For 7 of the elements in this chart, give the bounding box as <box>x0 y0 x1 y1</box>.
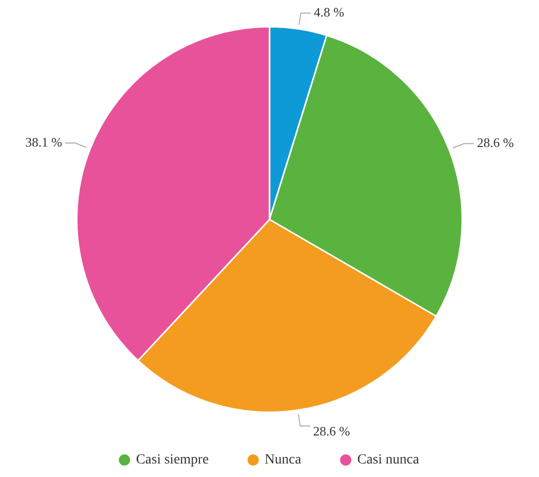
data-label: 4.8 % <box>314 4 344 20</box>
legend-label: Casi nunca <box>357 452 420 468</box>
data-label: 28.6 % <box>313 423 350 438</box>
data-label: 28.6 % <box>476 135 514 150</box>
data-label: 38.1 % <box>25 134 62 150</box>
legend-label: Casi siempre <box>136 452 209 468</box>
legend-label: Nunca <box>264 452 302 468</box>
